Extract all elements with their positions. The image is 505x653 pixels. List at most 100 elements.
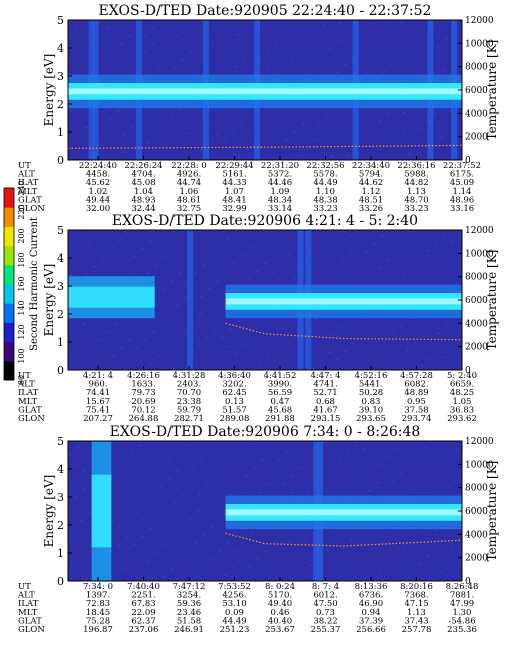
table-cell: 22:26:24 [124,161,162,171]
colorbar-segment [4,322,14,343]
table-cell: 1.14 [453,187,472,197]
table-cell: 49.40 [268,599,292,609]
y2-tick-label: 6000 [465,296,488,306]
table-cell: 4:52:16 [355,371,388,381]
row-label: ILAT [18,599,39,609]
temperature-curve [225,322,462,341]
table-cell: 6082. [404,380,428,390]
table-cell: 44.33 [222,178,246,188]
table-cell: -54.86 [448,616,475,626]
table-cell: 37.39 [359,616,383,626]
table-cell: 48.41 [222,195,246,205]
table-cell: 48.38 [313,195,337,205]
table-cell: 3990. [268,380,292,390]
table-cell: 2403. [177,380,201,390]
table-cell: 44.74 [177,178,201,188]
table-cell: 257.78 [402,625,432,635]
table-cell: 48.70 [404,195,428,205]
table-cell: 5441. [359,380,383,390]
y-axis-label: Energy [eV] [42,264,56,337]
table-cell: 79.73 [131,388,155,398]
y-tick-label: 1 [57,547,64,560]
table-cell: 0.68 [316,397,335,407]
table-cell: 48.34 [268,195,292,205]
table-cell: 22:24:40 [79,161,117,171]
table-cell: 22.09 [131,608,155,618]
table-cell: 38.22 [313,616,337,626]
row-label: ILAT [18,388,39,398]
y2-tick-label: 12000 [465,16,494,26]
table-cell: 1.06 [180,187,199,197]
table-cell: 8:20:16 [400,582,433,592]
table-cell: 4458. [86,170,110,180]
table-cell: 291.88 [265,414,295,424]
y-tick-label: 5 [57,14,64,27]
table-cell: 0.46 [271,608,290,618]
colorbar-tick: 180 [17,252,26,267]
table-cell: 48.89 [404,388,428,398]
row-label: GLON [18,414,45,424]
colorbar-segment [4,188,14,208]
table-cell: 59.79 [177,405,201,415]
row-label: GLON [18,204,45,214]
table-cell: 22:36:16 [397,161,435,171]
table-cell: 4256. [222,591,246,601]
table-cell: 293.15 [311,414,341,424]
row-label: UT [18,371,31,381]
y-tick-label: 3 [57,70,64,83]
y2-axis-label: Temperature [K] [485,250,499,351]
table-cell: 1.10 [316,187,335,197]
y-tick-label: 1 [57,126,64,139]
table-cell: 5578. [313,170,337,180]
table-cell: 1.02 [89,187,108,197]
table-cell: 293.65 [356,414,386,424]
table-cell: 8:13:36 [355,582,388,592]
table-cell: 22:34:40 [352,161,390,171]
table-cell: 48.93 [131,195,155,205]
table-cell: 246.91 [174,625,204,635]
table-cell: 46.90 [359,599,383,609]
table-cell: 0.09 [225,608,244,618]
table-cell: 4:21: 4 [83,371,113,381]
table-cell: 4926. [177,170,201,180]
table-cell: 4:57:28 [400,371,433,381]
colorbar-tick: 80 [17,375,26,385]
vertical-stripe [187,230,194,370]
table-cell: 1397. [86,591,110,601]
table-cell: 74.41 [86,388,110,398]
energy-band-core [225,298,462,305]
table-cell: 251.23 [220,625,250,635]
table-cell: 47.15 [404,599,428,609]
y2-tick-label: 8000 [465,484,488,494]
y-tick-label: 5 [57,224,64,237]
table-cell: 237.06 [129,625,159,635]
colorbar-tick: 100 [17,348,26,363]
temperature-curve [225,532,462,547]
table-cell: 8: 7: 4 [312,582,339,592]
table-cell: 47.99 [450,599,474,609]
energy-band-core [225,509,462,516]
table-cell: 48.96 [450,195,474,205]
table-cell: 5988. [404,170,428,180]
y-tick-label: 5 [57,435,64,448]
row-label: MLT [18,397,38,407]
table-cell: 67.83 [131,599,155,609]
table-cell: 23.38 [177,397,201,407]
table-cell: 18.45 [86,608,110,618]
colorbar-segment [4,303,14,323]
y2-tick-label: 0 [465,577,471,587]
table-cell: 32.00 [86,204,110,214]
table-cell: 0.47 [271,397,290,407]
colorbar-segment [4,245,14,266]
row-label: UT [18,582,31,592]
row-label: GLAT [18,405,42,415]
y-tick-label: 3 [57,491,64,504]
table-cell: 40.40 [268,616,292,626]
table-cell: 32.44 [131,204,155,214]
table-cell: 1.04 [134,187,153,197]
ephemeris-table: UT 7:34: 0 7:40:40 7:47:12 7:53:52 8: 0:24 8: … [17,582,478,635]
table-cell: 293.74 [402,414,432,424]
row-label: UT [18,161,31,171]
panel-title: EXOS-D/TED Date:920905 22:24:40 - 22:37:… [99,3,432,19]
ephemeris-table: UT 22:24:40 22:26:24 22:28: 0 22:29:44 22:31:… [17,161,481,214]
